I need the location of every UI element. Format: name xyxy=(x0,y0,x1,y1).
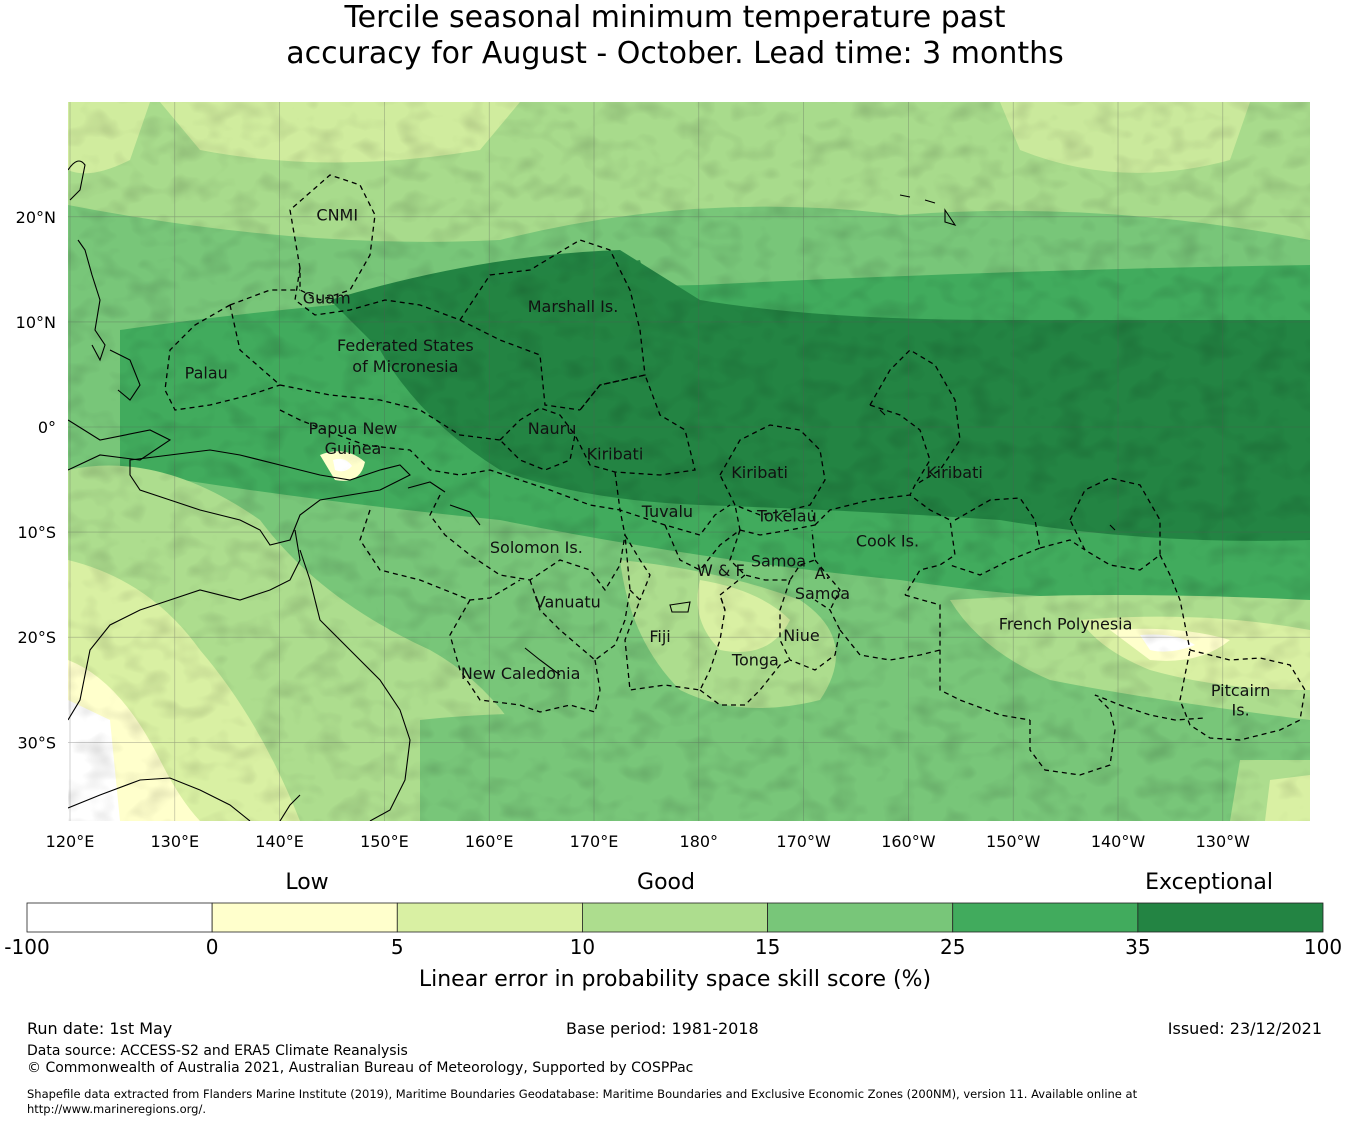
shapefile-credit-line-1: Shapefile data extracted from Flanders M… xyxy=(27,1087,1138,1101)
region-label: Tonga xyxy=(731,650,779,669)
colorbar-tick-label: 35 xyxy=(1125,935,1150,959)
colorbar-segment xyxy=(952,902,1139,933)
region-label: New Caledonia xyxy=(461,664,581,683)
region-label: Fiji xyxy=(649,627,670,646)
region-label: Cook Is. xyxy=(856,532,919,551)
colorbar-tick-label: 0 xyxy=(206,935,219,959)
longitude-tick-label: 180° xyxy=(680,832,719,851)
longitude-tick-label: 170°W xyxy=(776,832,831,851)
region-label: Solomon Is. xyxy=(490,538,583,557)
coastlines xyxy=(68,160,1116,821)
latitude-tick-label: 30°S xyxy=(17,733,56,752)
colorbar-tick-label: 5 xyxy=(391,935,404,959)
region-label: Federated States xyxy=(337,336,474,355)
map-title: Tercile seasonal minimum temperature pas… xyxy=(0,0,1350,72)
region-labels: CNMI Guam Marshall Is. Federated States of M… xyxy=(185,206,1271,720)
region-label: Kiribati xyxy=(926,463,983,482)
region-label: Samoa xyxy=(751,551,806,570)
colorbar-tick-label: 25 xyxy=(940,935,965,959)
copyright: © Commonwealth of Australia 2021, Austra… xyxy=(27,1060,694,1076)
colorbar-tick-labels: -100 0 5 10 15 25 35 100 xyxy=(4,935,1342,959)
legend-category-labels: Low Good Exceptional xyxy=(285,870,1273,895)
colorbar-tick-label: 10 xyxy=(570,935,595,959)
latitude-tick-label: 10°N xyxy=(16,313,56,332)
colorbar-segment xyxy=(26,902,213,933)
colorbar xyxy=(26,902,1324,933)
run-date: Run date: 1st May xyxy=(27,1019,173,1038)
region-label: Niue xyxy=(783,626,819,645)
map-figure: 120°E 130°E 140°E 150°E 160°E 170°E 180° 170°W 1… xyxy=(4,102,1342,992)
region-label: A. xyxy=(815,564,831,583)
longitude-tick-labels: 120°E 130°E 140°E 150°E 160°E 170°E 180° 170°W 1… xyxy=(46,832,1250,851)
region-label: Is. xyxy=(1232,701,1250,720)
region-label: Kiribati xyxy=(587,444,644,463)
shapefile-credit-line-2: http://www.marineregions.org/. xyxy=(27,1102,206,1116)
colorbar-segment xyxy=(211,902,398,933)
longitude-tick-label: 150°E xyxy=(360,832,409,851)
colorbar-tick-label: 100 xyxy=(1304,935,1342,959)
region-label: Samoa xyxy=(795,584,850,603)
region-label: Nauru xyxy=(528,419,577,438)
legend-category-label: Exceptional xyxy=(1145,870,1273,895)
colorbar-segment xyxy=(396,902,583,933)
longitude-tick-label: 130°E xyxy=(150,832,199,851)
base-period: Base period: 1981-2018 xyxy=(566,1019,759,1038)
latitude-tick-label: 20°N xyxy=(16,208,56,227)
colorbar-tick-label: 15 xyxy=(755,935,780,959)
legend-category-label: Good xyxy=(637,870,695,895)
colorbar-tick-label: -100 xyxy=(4,935,49,959)
latitude-tick-label: 0° xyxy=(38,418,56,437)
longitude-tick-label: 140°E xyxy=(255,832,304,851)
region-label: Palau xyxy=(185,363,228,382)
longitude-tick-label: 130°W xyxy=(1196,832,1251,851)
issued-date: Issued: 23/12/2021 xyxy=(1167,1019,1322,1038)
region-label: Guinea xyxy=(325,439,382,458)
data-source: Data source: ACCESS-S2 and ERA5 Climate … xyxy=(27,1043,408,1059)
latitude-tick-label: 20°S xyxy=(17,628,56,647)
colorbar-segment xyxy=(1137,902,1324,933)
title-line-1: Tercile seasonal minimum temperature pas… xyxy=(344,0,1006,35)
colorbar-segment xyxy=(767,902,954,933)
region-label: French Polynesia xyxy=(999,615,1133,634)
colorbar-label: Linear error in probability space skill … xyxy=(419,967,931,992)
longitude-tick-label: 140°W xyxy=(1091,832,1146,851)
region-label: Tokelau xyxy=(756,506,817,525)
region-label: CNMI xyxy=(316,206,358,225)
longitude-tick-label: 150°W xyxy=(986,832,1041,851)
latitude-tick-labels: 20°N 10°N 0° 10°S 20°S 30°S xyxy=(16,208,56,752)
region-label: Vanuatu xyxy=(535,592,601,611)
region-label: W & F xyxy=(697,561,745,580)
region-label: Papua New xyxy=(309,419,398,438)
region-label: Pitcairn xyxy=(1211,681,1271,700)
colorbar-segment xyxy=(582,902,768,933)
latitude-tick-label: 10°S xyxy=(17,523,56,542)
region-label: of Micronesia xyxy=(352,357,458,376)
legend-category-label: Low xyxy=(285,870,328,895)
longitude-tick-label: 160°W xyxy=(881,832,936,851)
eez-boundaries xyxy=(164,174,1306,776)
longitude-tick-label: 120°E xyxy=(46,832,95,851)
longitude-tick-label: 170°E xyxy=(570,832,619,851)
longitude-tick-label: 160°E xyxy=(465,832,514,851)
region-label: Tuvalu xyxy=(641,502,693,521)
skill-field xyxy=(68,102,1310,821)
region-label: Marshall Is. xyxy=(528,297,619,316)
region-label: Kiribati xyxy=(731,463,788,482)
region-label: Guam xyxy=(303,289,351,308)
title-line-2: accuracy for August - October. Lead time… xyxy=(286,36,1064,71)
